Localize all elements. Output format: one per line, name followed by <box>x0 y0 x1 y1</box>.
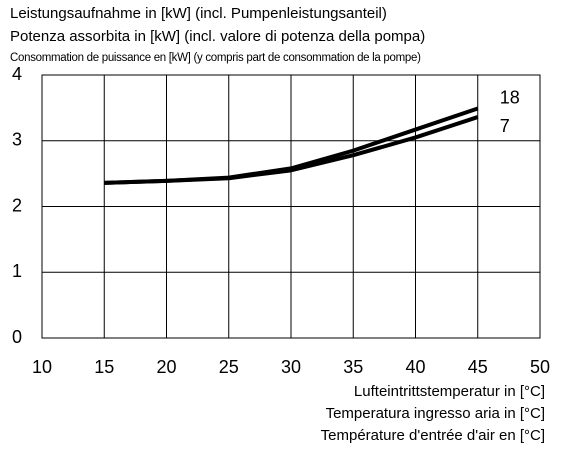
x-tick-label: 15 <box>94 357 114 377</box>
title-line: Potenza assorbita in [kW] (incl. valore … <box>10 28 425 45</box>
x-axis-label: Lufteintrittstemperatur in [°C] <box>354 383 545 400</box>
x-tick-label: 25 <box>219 357 239 377</box>
series-label: 7 <box>500 116 510 136</box>
title-line: Consommation de puissance en [kW] (y com… <box>10 52 421 64</box>
x-axis-label: Temperatura ingresso aria in [°C] <box>326 405 545 422</box>
y-tick-label: 2 <box>12 195 22 215</box>
x-tick-label: 40 <box>405 357 425 377</box>
x-tick-label: 20 <box>156 357 176 377</box>
x-tick-label: 50 <box>530 357 550 377</box>
series-line <box>104 115 479 185</box>
plot-frame <box>41 74 541 339</box>
x-tick-label: 35 <box>343 357 363 377</box>
series-label: 18 <box>500 87 520 107</box>
y-tick-label: 1 <box>12 261 22 281</box>
x-tick-label: 10 <box>32 357 52 377</box>
x-axis-label: Température d'entrée d'air en [°C] <box>321 427 545 444</box>
y-tick-label: 3 <box>12 130 22 150</box>
x-tick-label: 45 <box>468 357 488 377</box>
title-line: Leistungsaufnahme in [kW] (incl. Pumpenl… <box>10 5 387 22</box>
y-tick-label: 0 <box>12 327 22 347</box>
y-tick-label: 4 <box>12 64 22 84</box>
x-tick-label: 30 <box>281 357 301 377</box>
